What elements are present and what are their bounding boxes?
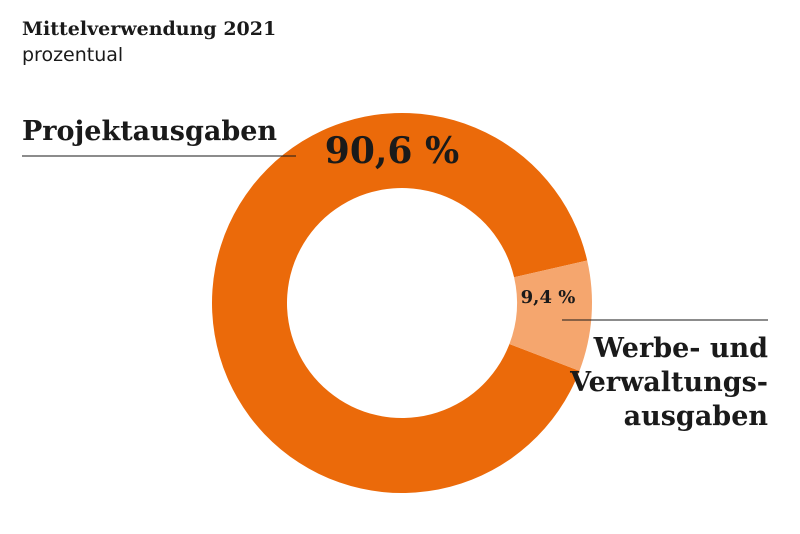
chart-subtitle: prozentual	[22, 44, 124, 66]
slice-werbe-verwaltung	[509, 260, 592, 371]
value-label-werbe-verwaltung: 9,4 %	[521, 287, 576, 308]
category-label-werbe-verwaltung: Verwaltungs-	[569, 367, 768, 398]
category-label-projektausgaben: Projektausgaben	[22, 116, 277, 147]
value-label-projektausgaben: 90,6 %	[325, 130, 459, 172]
chart-title: Mittelverwendung 2021	[22, 18, 277, 40]
category-label-werbe-verwaltung: ausgaben	[624, 401, 769, 432]
slice-projektausgaben	[212, 112, 588, 493]
category-label-werbe-verwaltung: Werbe- und	[593, 333, 768, 364]
